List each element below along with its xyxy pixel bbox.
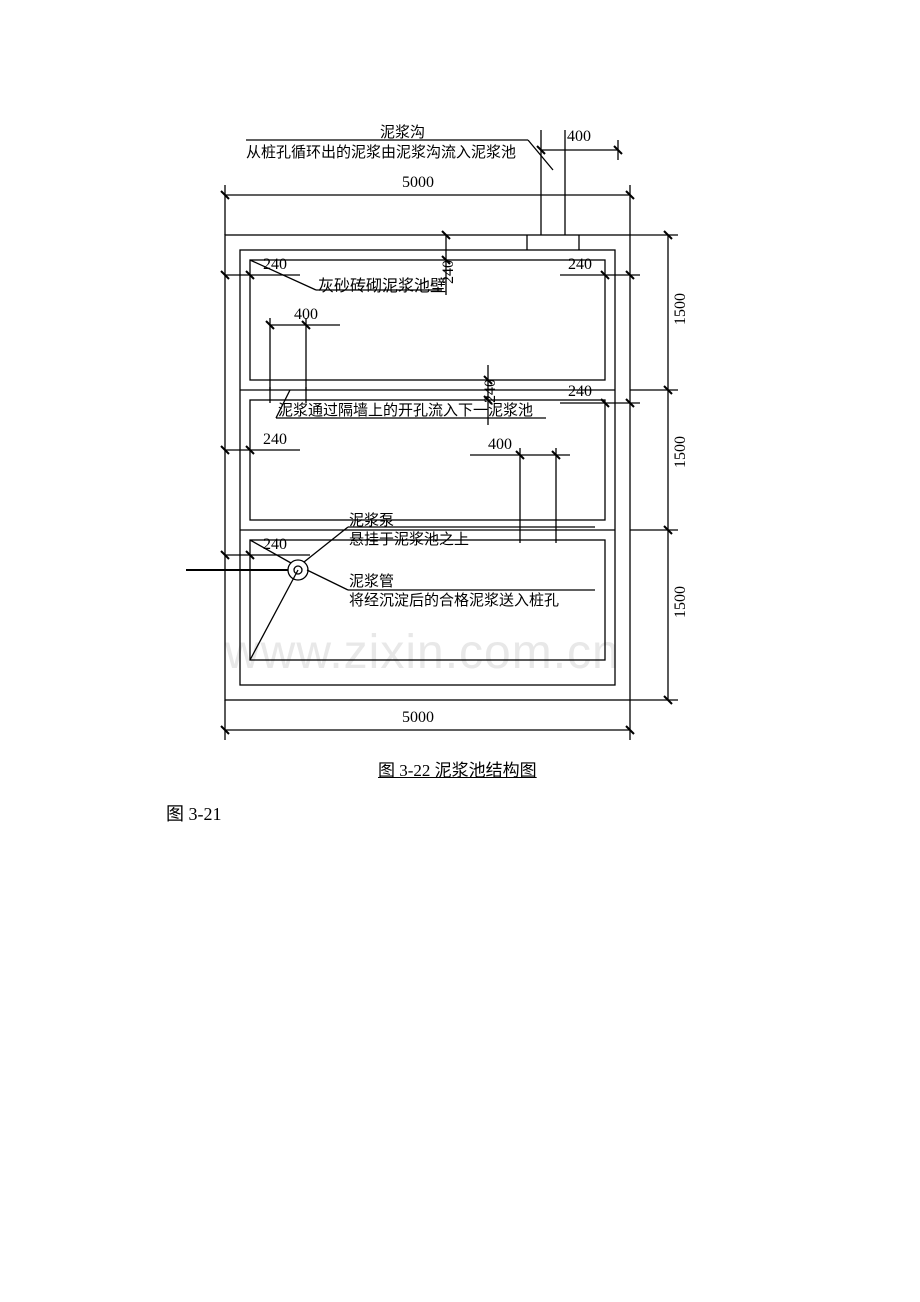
dim-left-240-2: 240 (263, 431, 287, 449)
dim-r-240-inner2: 240 (568, 383, 592, 401)
pipe-label: 泥浆管 (349, 570, 394, 591)
dim-r-1500-1: 1500 (672, 293, 690, 325)
dim-inner-400-1: 400 (294, 306, 318, 324)
dim-vert-240-upper: 240 (440, 260, 458, 284)
dim-top-400: 400 (567, 128, 591, 146)
outer-wall (225, 235, 630, 700)
diagram-svg (0, 100, 920, 820)
figure-title: 图 3-22 泥浆池结构图 (378, 756, 537, 781)
pump-desc: 悬挂于泥浆池之上 (349, 528, 469, 549)
hole-desc: 泥浆通过隔墙上的开孔流入下一泥浆池 (278, 399, 533, 420)
wall-label: 灰砂砖砌泥浆池壁 (318, 272, 446, 296)
dim-left-240-3: 240 (263, 536, 287, 554)
channel-title: 泥浆沟 (380, 121, 425, 142)
dim-r-240-inner1: 240 (568, 256, 592, 274)
dim-left-240-1: 240 (263, 256, 287, 274)
page: www.zixin.com.cn (0, 0, 920, 1302)
pump-label: 泥浆泵 (349, 509, 394, 530)
figure-caption-label: 图 3-21 (166, 800, 222, 826)
dim-r-1500-3: 1500 (672, 586, 690, 618)
pipe-desc: 将经沉淀后的合格泥浆送入桩孔 (349, 589, 559, 610)
dim-r-1500-2: 1500 (672, 436, 690, 468)
dim-top-5000: 5000 (402, 174, 434, 192)
channel-desc: 从桩孔循环出的泥浆由泥浆沟流入泥浆池 (246, 141, 516, 162)
dim-inner-400-2: 400 (488, 436, 512, 454)
dim-bottom-5000: 5000 (402, 709, 434, 727)
